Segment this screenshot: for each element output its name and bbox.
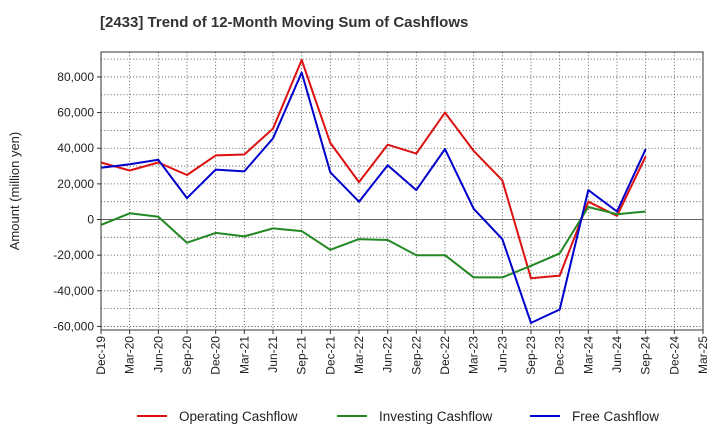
x-tick-label: Sep-24 xyxy=(639,336,653,375)
grid-lines xyxy=(100,52,704,330)
x-tick-label: Dec-22 xyxy=(438,336,452,375)
y-tick-label: 60,000 xyxy=(57,106,94,120)
x-tick-label: Dec-24 xyxy=(667,336,681,375)
x-tick-label: Sep-22 xyxy=(409,336,423,375)
legend-swatch xyxy=(530,415,560,417)
x-tick-label: Sep-20 xyxy=(180,336,194,375)
x-tick-label: Mar-22 xyxy=(352,336,366,374)
legend-label: Operating Cashflow xyxy=(179,408,298,424)
x-tick-label: Dec-21 xyxy=(323,336,337,375)
legend-item-operating-cashflow: Operating Cashflow xyxy=(137,404,298,428)
x-tick-label: Dec-23 xyxy=(553,336,567,375)
legend-item-free-cashflow: Free Cashflow xyxy=(530,404,659,428)
x-tick-label: Jun-22 xyxy=(381,336,395,373)
legend-swatch xyxy=(137,415,167,417)
chart-title: [2433] Trend of 12-Month Moving Sum of C… xyxy=(100,14,469,31)
legend-label: Investing Cashflow xyxy=(379,408,493,424)
series-line-investing-cashflow xyxy=(100,206,646,279)
x-tick-label: Jun-24 xyxy=(610,336,624,373)
x-tick-label: Mar-25 xyxy=(696,336,710,374)
x-tick-label: Dec-19 xyxy=(94,336,108,375)
series-lines xyxy=(100,59,647,324)
x-tick-label: Mar-23 xyxy=(467,336,481,374)
series-line-operating-cashflow xyxy=(100,59,647,280)
series-line-free-cashflow xyxy=(100,71,647,324)
x-tick-label: Mar-21 xyxy=(237,336,251,374)
legend-item-investing-cashflow: Investing Cashflow xyxy=(337,404,492,428)
y-tick-labels: 80,000 60,000 40,000 20,000 0 -20,000 -40,000 -… xyxy=(53,70,101,333)
plot-frame xyxy=(100,51,704,331)
x-tick-label: Mar-20 xyxy=(123,336,137,374)
x-tick-label: Sep-23 xyxy=(524,336,538,375)
y-tick-label: 0 xyxy=(87,213,94,227)
x-tick-label: Mar-24 xyxy=(581,336,595,374)
legend-label: Free Cashflow xyxy=(572,408,660,424)
plot-frame xyxy=(100,51,704,331)
y-tick-label: 80,000 xyxy=(57,70,94,84)
y-tick-label: -60,000 xyxy=(53,319,94,333)
y-axis-label: Amount (million yen) xyxy=(7,132,22,251)
x-tick-label: Sep-21 xyxy=(295,336,309,375)
y-tick-label: -20,000 xyxy=(53,248,94,262)
x-tick-label: Dec-20 xyxy=(209,336,223,375)
y-tick-label: 20,000 xyxy=(57,177,94,191)
x-tick-labels: Dec-19 Mar-20 Jun-20 Sep-20 Dec-20 Mar-21 Jun-… xyxy=(94,330,710,375)
legend-swatch xyxy=(337,415,367,417)
x-tick-label: Jun-21 xyxy=(266,336,280,373)
y-tick-label: 40,000 xyxy=(57,141,94,155)
chart-legend: Operating Cashflow Investing Cashflow Free… xyxy=(0,404,720,428)
x-tick-label: Jun-23 xyxy=(495,336,509,373)
y-tick-label: -40,000 xyxy=(53,284,94,298)
x-tick-label: Jun-20 xyxy=(151,336,165,373)
